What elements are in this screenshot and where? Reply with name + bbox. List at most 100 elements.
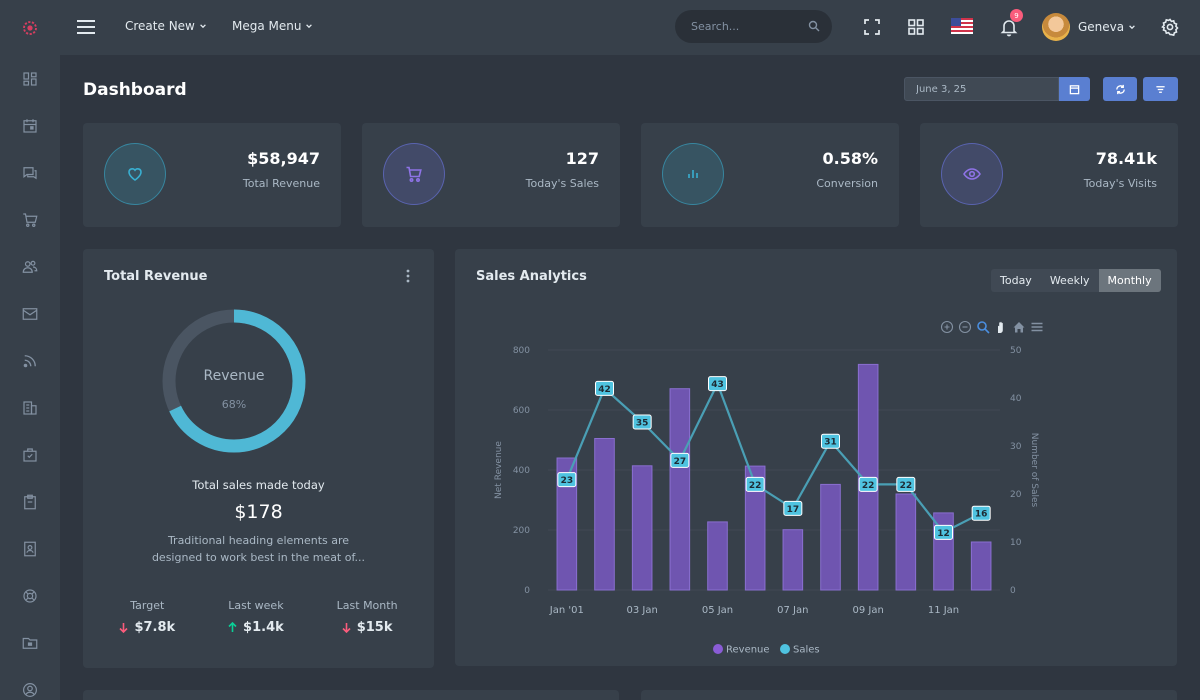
- sidebar-item-users[interactable]: [0, 243, 60, 290]
- refresh-icon: [1115, 84, 1125, 94]
- eye-icon-wrap: [941, 143, 1003, 205]
- sidebar-item-ecommerce[interactable]: [0, 196, 60, 243]
- hamburger-menu-icon[interactable]: [76, 17, 96, 37]
- avatar: [1042, 13, 1070, 41]
- zoom-selection-icon[interactable]: [976, 320, 990, 334]
- card-title: Sales Analytics: [476, 269, 587, 284]
- legend-sales-marker: [780, 644, 790, 654]
- mega-menu-dropdown[interactable]: Mega Menu: [232, 19, 313, 33]
- reset-home-icon[interactable]: [1012, 320, 1026, 334]
- date-input[interactable]: [916, 82, 1046, 96]
- sidebar-item-chat[interactable]: [0, 149, 60, 196]
- total-revenue-card: Total Revenue Revenue 68% Total sales ma…: [83, 249, 434, 668]
- gear-icon[interactable]: [1160, 17, 1180, 37]
- sidebar-item-feed[interactable]: [0, 337, 60, 384]
- sales-data-label: 17: [787, 505, 800, 515]
- x-tick-label: 11 Jan: [928, 605, 959, 616]
- folder-icon: [22, 637, 38, 649]
- chart-menu-icon[interactable]: [1030, 320, 1044, 334]
- y-tick-label: 400: [513, 466, 530, 476]
- refresh-button[interactable]: [1103, 77, 1137, 101]
- search-box: [675, 10, 832, 43]
- stat-value: $15k: [356, 620, 393, 635]
- sidebar-item-dashboard[interactable]: [0, 55, 60, 102]
- sidebar-item-account[interactable]: [0, 666, 60, 700]
- x-tick-label: 07 Jan: [777, 605, 808, 616]
- bell-icon[interactable]: [999, 17, 1019, 37]
- create-new-dropdown[interactable]: Create New: [125, 19, 207, 33]
- stat-label: Today's Visits: [1083, 177, 1157, 190]
- today-sales-label: Total sales made today: [192, 478, 325, 492]
- logo[interactable]: [0, 0, 60, 55]
- sales-data-label-box: [858, 476, 878, 492]
- mail-icon: [22, 307, 38, 320]
- sidebar-item-contacts[interactable]: [0, 525, 60, 572]
- sidebar-item-clipboard[interactable]: [0, 478, 60, 525]
- notification-badge: 9: [1010, 9, 1023, 22]
- bottom-card-left: [83, 690, 619, 700]
- sales-data-label-box: [632, 414, 652, 430]
- stat-card-total-revenue: $58,947 Total Revenue: [83, 123, 341, 227]
- sales-data-label: 22: [749, 481, 762, 491]
- user-circle-icon: [23, 682, 37, 697]
- donut-arc: [162, 309, 306, 453]
- revenue-donut-chart: [162, 309, 306, 453]
- eye-icon: [963, 168, 981, 180]
- cart-icon: [23, 212, 38, 227]
- tab-monthly[interactable]: Monthly: [1098, 269, 1161, 292]
- y-tick-label: 0: [524, 586, 530, 596]
- stat-label: Total Revenue: [242, 177, 320, 190]
- sidebar-item-calendar[interactable]: [0, 102, 60, 149]
- today-sales-value: $178: [234, 501, 283, 523]
- us-flag-icon[interactable]: [951, 18, 973, 34]
- sales-data-label-box: [595, 380, 614, 396]
- y-tick-label: 800: [513, 346, 530, 356]
- zoom-out-icon[interactable]: [958, 320, 972, 334]
- filter-button[interactable]: [1143, 77, 1178, 101]
- tab-today[interactable]: Today: [1000, 274, 1032, 287]
- sales-data-label-box: [708, 376, 727, 392]
- revenue-bar: [631, 465, 653, 591]
- search-input[interactable]: [691, 18, 801, 34]
- apps-grid-icon[interactable]: [906, 17, 926, 37]
- revenue-bar: [669, 388, 691, 591]
- user-name: Geneva: [1078, 20, 1125, 34]
- user-menu[interactable]: Geneva: [1042, 13, 1136, 41]
- legend-revenue-marker: [713, 644, 723, 654]
- stat-value-wrap: $15k: [337, 620, 398, 635]
- x-tick-label: 05 Jan: [702, 605, 733, 616]
- calendar-button[interactable]: [1059, 77, 1090, 101]
- zoom-in-icon[interactable]: [940, 320, 954, 334]
- revenue-bar: [782, 529, 804, 591]
- more-vertical-icon[interactable]: [406, 269, 410, 283]
- chevron-down-icon: [1129, 25, 1135, 30]
- stat-label: Conversion: [816, 177, 878, 190]
- mega-menu-label: Mega Menu: [232, 19, 302, 33]
- clipboard-icon: [24, 494, 36, 509]
- sales-data-label: 43: [711, 380, 724, 390]
- sales-data-label: 12: [937, 529, 950, 539]
- revenue-bar: [594, 438, 615, 591]
- x-tick-label: 09 Jan: [853, 605, 884, 616]
- sidebar-item-files[interactable]: [0, 619, 60, 666]
- donut-label: Revenue: [203, 368, 265, 384]
- stat-value-wrap: $7.8k: [119, 620, 175, 635]
- sales-data-label-box: [896, 476, 916, 492]
- y2-tick-label: 50: [1010, 346, 1022, 356]
- sidebar-item-support[interactable]: [0, 572, 60, 619]
- sales-data-label-box: [745, 476, 765, 492]
- create-new-label: Create New: [125, 19, 195, 33]
- sidebar-item-tasks[interactable]: [0, 431, 60, 478]
- stat-value: 127: [565, 149, 599, 168]
- y2-axis-title: Number of Sales: [1029, 433, 1039, 508]
- search-icon[interactable]: [808, 20, 820, 32]
- y2-tick-label: 0: [1010, 586, 1016, 596]
- fullscreen-icon[interactable]: [862, 17, 882, 37]
- tab-weekly[interactable]: Weekly: [1049, 274, 1090, 287]
- sales-analytics-chart: 0 200 400 600 800 0 10 20 30 40 50 Net Revenue Numbe…: [494, 346, 1039, 656]
- chevron-down-icon: [306, 24, 313, 29]
- sidebar-item-email[interactable]: [0, 290, 60, 337]
- sales-data-label-box: [557, 472, 577, 488]
- pan-hand-icon[interactable]: [994, 320, 1008, 334]
- sidebar-item-companies[interactable]: [0, 384, 60, 431]
